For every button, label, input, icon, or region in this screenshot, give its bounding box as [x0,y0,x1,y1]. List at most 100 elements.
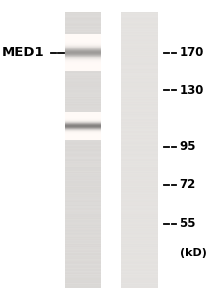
Bar [64,49,101,50]
Bar [64,208,101,209]
Bar [64,122,101,123]
Bar [64,103,101,104]
Bar [121,140,158,141]
Bar [121,67,158,68]
Bar [64,232,101,233]
Bar [121,255,158,256]
Bar [121,252,158,253]
Bar [121,27,158,28]
Bar [121,120,158,121]
Bar [64,70,101,71]
Bar [64,48,101,49]
Bar [121,197,158,199]
Bar [64,65,101,66]
Bar [121,107,158,108]
Bar [121,245,158,247]
Bar [121,171,158,172]
Bar [121,129,158,130]
Bar [121,46,158,47]
Bar [64,175,101,176]
Bar [64,115,101,116]
Bar [121,38,158,39]
Bar [64,229,101,230]
Bar [64,157,101,158]
Text: 55: 55 [180,217,196,230]
Bar [121,286,158,287]
Bar [64,63,101,64]
Bar [64,143,101,144]
Bar [64,41,101,42]
Bar [64,24,101,25]
Bar [121,119,158,120]
Bar [64,113,101,114]
Bar [121,14,158,15]
Bar [121,205,158,206]
Bar [64,239,101,240]
Bar [121,87,158,88]
Bar [64,241,101,242]
Bar [64,149,101,151]
Bar [64,33,101,34]
Bar [121,276,158,277]
Bar [64,66,101,67]
Bar [64,95,101,96]
Bar [64,39,101,40]
Bar [64,142,101,143]
Bar [121,231,158,232]
Bar [121,75,158,76]
Bar [121,253,158,254]
Bar [64,117,101,118]
Bar [121,250,158,251]
Bar [121,63,158,64]
Bar [121,249,158,250]
Bar [121,262,158,263]
Bar [64,259,101,260]
Bar [121,25,158,26]
Bar [64,61,101,62]
Bar [64,14,101,15]
Text: 72: 72 [180,178,196,191]
Bar [64,156,101,157]
Text: MED1: MED1 [2,46,45,59]
Bar [64,56,101,57]
Bar [64,38,101,39]
Bar [64,271,101,272]
Bar [64,233,101,235]
Bar [121,240,158,241]
Bar [121,244,158,245]
Bar [64,61,101,62]
Bar [64,284,101,285]
Bar [64,184,101,185]
Bar [64,127,101,128]
Text: 170: 170 [180,46,204,59]
Bar [64,105,101,106]
Bar [121,39,158,40]
Bar [121,61,158,62]
Bar [64,213,101,214]
Bar [121,12,158,13]
Bar [121,17,158,19]
Bar [121,264,158,265]
Bar [121,133,158,134]
Bar [64,135,101,136]
Bar [121,166,158,167]
Bar [64,217,101,218]
Bar [64,34,101,35]
Bar [121,122,158,123]
Bar [64,238,101,239]
Bar [64,255,101,256]
Bar [64,204,101,205]
Bar [64,127,101,128]
Bar [64,89,101,91]
Bar [64,133,101,134]
Bar [121,189,158,190]
Bar [121,267,158,268]
Bar [64,263,101,264]
Bar [64,134,101,135]
Bar [121,233,158,235]
Bar [64,158,101,159]
Bar [64,59,101,60]
Bar [64,201,101,202]
Bar [121,82,158,83]
Bar [121,57,158,58]
